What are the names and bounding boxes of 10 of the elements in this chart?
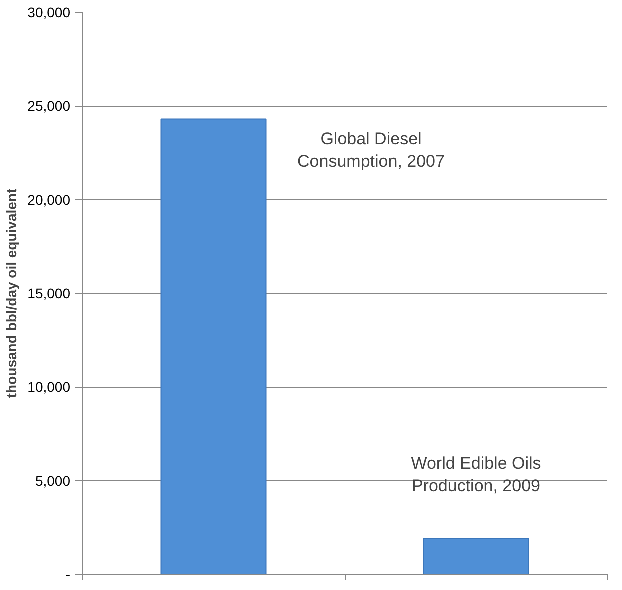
y-tick-label: 30,000 bbox=[28, 4, 71, 20]
y-tick-label: 20,000 bbox=[28, 192, 71, 208]
y-tick-label: 10,000 bbox=[28, 379, 71, 396]
y-tick-label: 5,000 bbox=[35, 472, 71, 489]
y-tick-label: 25,000 bbox=[28, 98, 71, 114]
y-axis-title: thousand bbl/day oil equivalent bbox=[4, 188, 20, 398]
y-tick-label: - bbox=[66, 566, 71, 582]
annotation: World Edible Oils Production, 2009 bbox=[411, 454, 542, 496]
annotation: Global Diesel Consumption, 2007 bbox=[298, 129, 445, 172]
y-tick-label: 15,000 bbox=[28, 286, 71, 302]
